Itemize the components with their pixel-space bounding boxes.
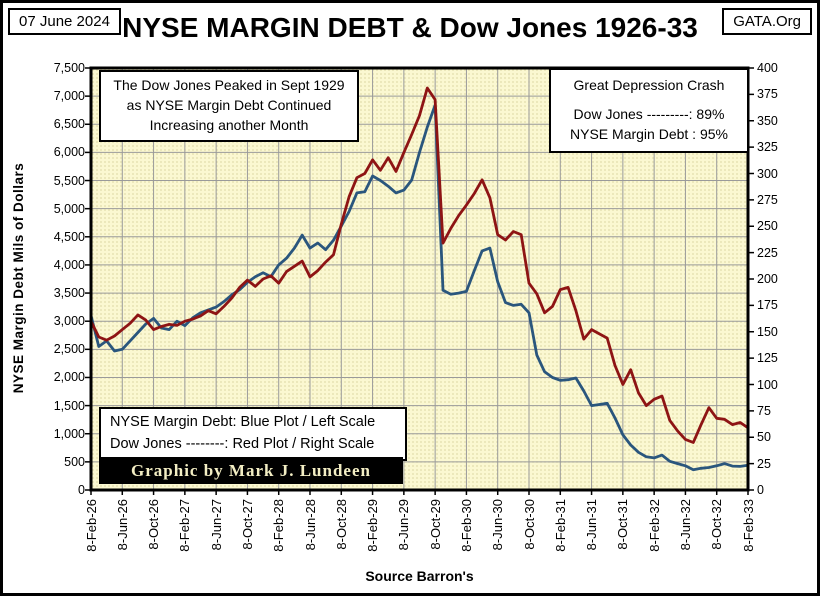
x-axis-tick-label: 8-Oct-27 (239, 499, 255, 550)
crash-annotation-margin: NYSE Margin Debt : 95% (570, 125, 728, 142)
right-axis-tick-label: 175 (757, 298, 778, 313)
right-axis-tick-label: 25 (757, 456, 771, 471)
crash-annotation-spacer (559, 96, 739, 105)
legend: NYSE Margin Debt: Blue Plot / Left Scale… (99, 407, 407, 461)
date-label: 07 June 2024 (19, 13, 110, 30)
site-label: GATA.Org (733, 13, 801, 30)
series-dow-jones (89, 86, 750, 444)
right-axis-tick-label: 100 (757, 377, 778, 392)
right-axis-tick-label: 75 (757, 403, 771, 418)
x-axis-tick-label: 8-Oct-26 (146, 499, 162, 550)
x-axis-tick-label: 8-Oct-28 (333, 499, 349, 550)
left-axis-tick-label: 5,500 (53, 173, 85, 188)
x-axis-tick-label: 8-Feb-33 (740, 499, 756, 552)
left-axis-title: NYSE Margin Debt Mils of Dollars (11, 162, 26, 394)
left-axis-tick-label: 7,000 (53, 89, 85, 104)
x-axis-tick-label: 8-Feb-28 (271, 499, 287, 552)
left-axis-tick-label: 2,000 (53, 370, 85, 385)
right-axis-tick-label: 125 (757, 351, 778, 366)
x-axis-tick-label: 8-Feb-31 (552, 499, 568, 552)
right-axis-tick-label: 350 (757, 113, 778, 128)
x-axis-tick-label: 8-Feb-29 (365, 499, 381, 552)
x-axis-tick-label: 8-Jun-27 (208, 499, 224, 551)
left-axis-tick-label: 3,500 (53, 286, 85, 301)
peak-annotation-line3: Increasing another Month (149, 116, 309, 133)
peak-annotation-line1: The Dow Jones Peaked in Sept 1929 (113, 77, 345, 93)
right-axis-tick-label: 50 (757, 430, 771, 445)
left-axis-tick-label: 7,500 (53, 61, 85, 75)
x-axis-tick-label: 8-Oct-29 (427, 499, 443, 550)
right-axis-tick-label: 275 (757, 192, 778, 207)
site-box: GATA.Org (722, 8, 812, 35)
x-axis-tick-label: 8-Jun-26 (114, 499, 130, 551)
legend-margin-debt: NYSE Margin Debt: Blue Plot / Left Scale (110, 414, 376, 430)
legend-dow-jones: Dow Jones --------: Red Plot / Right Sca… (110, 435, 375, 452)
crash-annotation-title: Great Depression Crash (573, 77, 725, 93)
x-axis-tick-label: 8-Oct-31 (615, 499, 631, 550)
crash-annotation-dow: Dow Jones ---------: 89% (573, 105, 725, 122)
right-axis-tick-label: 400 (757, 61, 778, 75)
left-axis-tick-label: 4,500 (53, 229, 85, 244)
left-axis-tick-label: 500 (64, 454, 85, 469)
x-axis-tick-label: 8-Feb-30 (458, 499, 474, 552)
left-axis-tick-label: 2,500 (53, 342, 85, 357)
right-axis-tick-label: 300 (757, 166, 778, 181)
series-margin-debt (89, 103, 750, 472)
right-axis-tick-label: 250 (757, 219, 778, 234)
left-axis-tick-label: 4,000 (53, 257, 85, 272)
x-axis-tick-label: 8-Oct-32 (709, 499, 725, 550)
x-axis-title: Source Barron's (365, 568, 474, 584)
x-axis-tick-label: 8-Jun-29 (396, 499, 412, 551)
chart-canvas (85, 66, 754, 495)
left-axis-tick-label: 6,500 (53, 117, 85, 132)
x-axis-tick-label: 8-Jun-31 (584, 499, 600, 551)
x-axis-tick-label: 8-Jun-28 (302, 499, 318, 551)
x-axis-tick-label: 8-Oct-30 (521, 499, 537, 550)
right-axis-tick-label: 0 (757, 483, 764, 497)
right-axis-tick-label: 225 (757, 245, 778, 260)
left-axis-tick-label: 1,500 (53, 398, 85, 413)
left-axis-tick-label: 1,000 (53, 426, 85, 441)
right-axis-tick-label: 200 (757, 272, 778, 286)
right-axis-tick-label: 325 (757, 140, 778, 155)
left-axis-tick-label: 0 (78, 483, 85, 497)
left-axis-tick-label: 5,000 (53, 201, 85, 216)
x-axis-tick-label: 8-Feb-26 (83, 499, 99, 552)
left-axis-tick-label: 3,000 (53, 314, 85, 329)
x-axis-tick-label: 8-Jun-32 (677, 499, 693, 551)
crash-annotation: Great Depression Crash Dow Jones -------… (549, 68, 749, 153)
x-axis-tick-label: 8-Feb-32 (646, 499, 662, 552)
right-axis-tick-label: 375 (757, 87, 778, 102)
peak-annotation: The Dow Jones Peaked in Sept 1929 as NYS… (99, 70, 359, 142)
date-box: 07 June 2024 (8, 8, 121, 35)
peak-annotation-line2: as NYSE Margin Debt Continued (126, 96, 332, 113)
right-axis-tick-label: 150 (757, 324, 778, 339)
page-title: NYSE MARGIN DEBT & Dow Jones 1926-33 (122, 12, 698, 43)
left-axis-tick-label: 6,000 (53, 145, 85, 160)
x-axis-tick-label: 8-Jun-30 (490, 499, 506, 551)
credit-banner: Graphic by Mark J. Lundeen (99, 457, 403, 484)
x-axis-tick-label: 8-Feb-27 (177, 499, 193, 552)
